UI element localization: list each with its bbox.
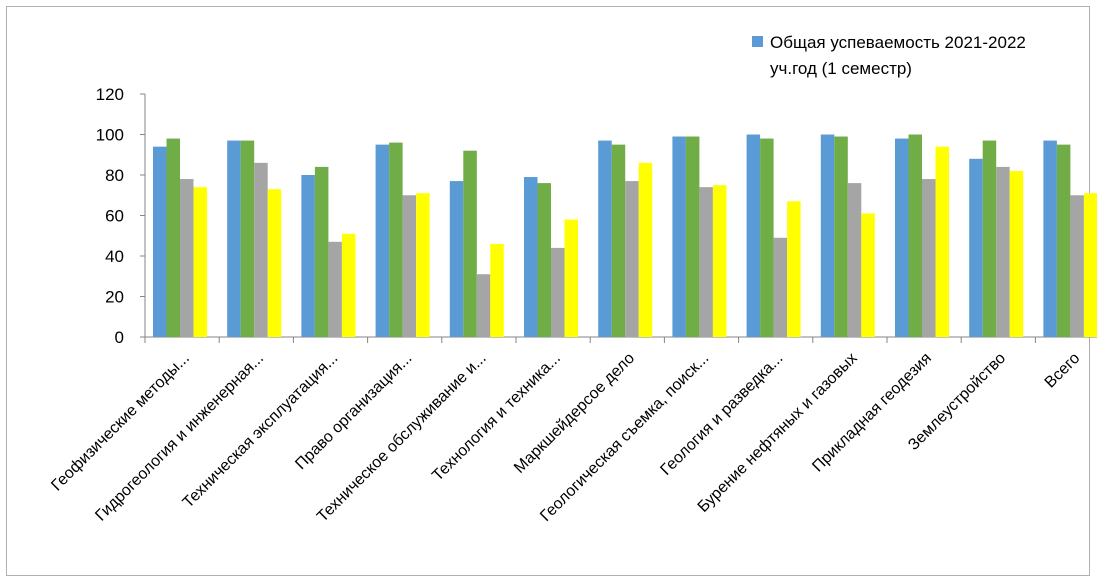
x-tick-label: Маркшейдерсое дело xyxy=(511,350,638,477)
y-tick-label: 100 xyxy=(96,126,124,145)
x-tick-label: Технология и техника... xyxy=(429,350,564,485)
bar xyxy=(449,181,464,337)
y-axis: 0 20 40 60 80 100 120 xyxy=(96,85,146,347)
legend-swatch xyxy=(752,36,763,47)
bar xyxy=(328,241,342,337)
bar xyxy=(254,162,268,337)
bar xyxy=(389,142,403,337)
bar xyxy=(935,146,949,337)
bar xyxy=(598,140,612,337)
bar xyxy=(564,219,578,337)
bar xyxy=(1070,195,1084,337)
bar xyxy=(166,138,180,337)
category-labels: Геофизические методы...Гидрогеология и и… xyxy=(48,350,1083,526)
bar xyxy=(787,201,801,337)
x-tick-label: Всего xyxy=(1042,350,1084,392)
x-tick-label: Прикладная геодезия xyxy=(809,350,935,476)
bar xyxy=(180,179,194,337)
bar xyxy=(638,162,653,337)
bar xyxy=(712,185,727,337)
bar xyxy=(551,247,565,337)
bar xyxy=(922,179,936,337)
bar xyxy=(760,138,774,337)
bar xyxy=(267,189,282,337)
bar xyxy=(861,213,875,337)
legend-label-line1: Общая успеваемость 2021-2022 xyxy=(770,33,1026,52)
bar xyxy=(402,195,417,337)
bar xyxy=(1009,170,1024,337)
bar xyxy=(524,177,538,337)
x-tick-label: Геофизические методы... xyxy=(48,350,193,495)
bar xyxy=(416,193,430,337)
bar xyxy=(463,150,477,337)
bar xyxy=(847,183,862,337)
y-tick-label: 40 xyxy=(105,247,124,266)
bar xyxy=(1083,193,1097,337)
y-tick-label: 80 xyxy=(105,166,124,185)
legend-label-line2: уч.год (1 семестр) xyxy=(770,59,912,78)
bar xyxy=(227,140,241,337)
bar xyxy=(153,146,167,337)
x-tick-label: Бурение нефтяных и газовых xyxy=(695,350,861,516)
bar xyxy=(982,140,997,337)
x-axis xyxy=(144,336,1097,343)
bar xyxy=(625,181,639,337)
legend: Общая успеваемость 2021-2022 уч.год (1 с… xyxy=(752,33,1026,78)
bar xyxy=(908,134,922,337)
bar xyxy=(375,144,390,337)
bar xyxy=(193,187,207,337)
bar xyxy=(699,187,713,337)
bar xyxy=(820,134,835,337)
bar xyxy=(1056,144,1071,337)
bar xyxy=(746,134,761,337)
x-tick-label: Техническая эксплуатация... xyxy=(180,350,342,512)
bar xyxy=(996,166,1010,337)
bar xyxy=(537,183,551,337)
x-tick-label: Геология и разведка... xyxy=(658,350,787,479)
bar xyxy=(895,138,909,337)
bar xyxy=(969,158,983,337)
y-tick-label: 0 xyxy=(115,328,124,347)
bar xyxy=(773,237,788,337)
bar xyxy=(834,136,848,337)
bar xyxy=(685,136,700,337)
bar xyxy=(672,136,686,337)
bar xyxy=(1043,140,1057,337)
bars xyxy=(153,134,1097,337)
bar xyxy=(476,274,491,337)
bar xyxy=(490,243,504,337)
bar xyxy=(314,166,329,337)
bar xyxy=(240,140,255,337)
y-tick-label: 20 xyxy=(105,288,124,307)
bar xyxy=(341,233,356,337)
bar xyxy=(301,175,315,337)
y-tick-label: 60 xyxy=(105,207,124,226)
y-tick-label: 120 xyxy=(96,85,124,104)
bar xyxy=(611,144,626,337)
